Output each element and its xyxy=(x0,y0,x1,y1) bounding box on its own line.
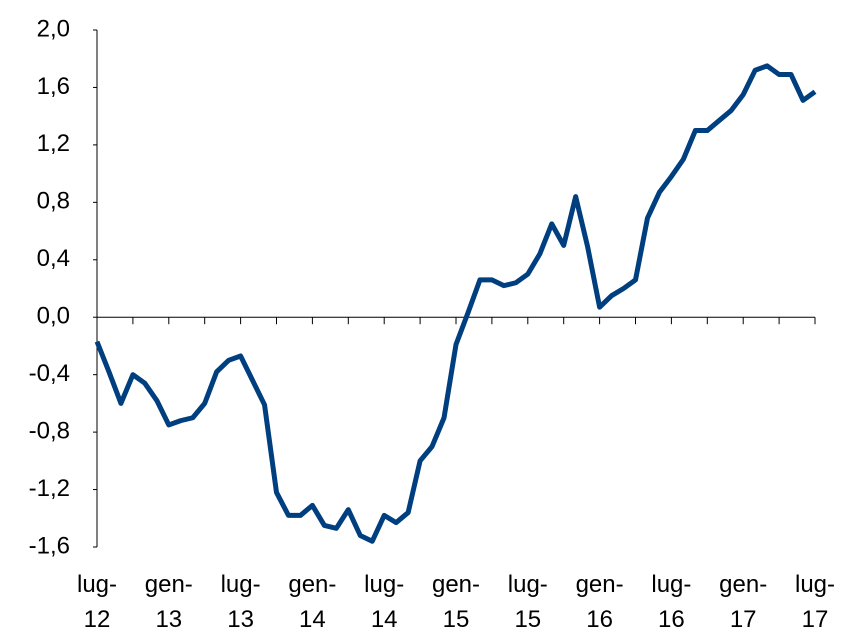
y-tick-label: -0,8 xyxy=(29,417,70,444)
x-tick-label: lug- 15 xyxy=(507,571,548,633)
x-tick-label: lug- 12 xyxy=(76,571,118,633)
y-tick-label: 1,6 xyxy=(37,73,70,100)
y-tick-label: -1,2 xyxy=(29,475,70,502)
y-tick-label: 0,0 xyxy=(37,303,70,330)
x-tick-label: gen- 16 xyxy=(575,571,624,633)
data-line xyxy=(94,63,817,544)
y-tick-label: 0,4 xyxy=(37,245,70,272)
x-tick-label: gen- 17 xyxy=(719,571,768,633)
y-tick-label: -0,4 xyxy=(29,360,70,387)
y-tick-label: -1,6 xyxy=(29,532,70,559)
x-tick-label: gen- 15 xyxy=(431,571,481,633)
x-tick-label: lug- 13 xyxy=(220,571,261,633)
y-tick-label: 2,0 xyxy=(37,15,70,42)
y-tick-label: 1,2 xyxy=(37,130,70,157)
x-tick-label: lug- 14 xyxy=(364,571,405,633)
x-tick-label: gen- 13 xyxy=(144,571,193,633)
x-tick-label: lug- 17 xyxy=(794,571,836,633)
x-tick-label: gen- 14 xyxy=(288,571,337,633)
x-tick-label: lug- 16 xyxy=(651,571,692,633)
y-tick-label: 0,8 xyxy=(37,188,70,215)
